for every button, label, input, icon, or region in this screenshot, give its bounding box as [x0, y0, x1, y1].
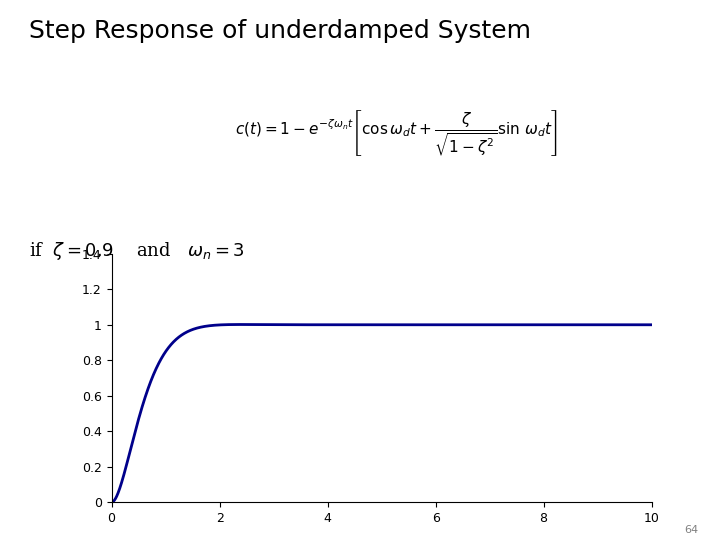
Text: Step Response of underdamped System: Step Response of underdamped System: [29, 19, 531, 43]
Text: $c(t) = 1 - e^{-\zeta\omega_n t}\left[\cos\omega_d t + \dfrac{\zeta}{\sqrt{1-\ze: $c(t) = 1 - e^{-\zeta\omega_n t}\left[\c…: [235, 108, 557, 158]
Text: if  $\zeta = 0.9$    and   $\omega_n = 3$: if $\zeta = 0.9$ and $\omega_n = 3$: [29, 240, 245, 262]
Text: 64: 64: [684, 524, 698, 535]
